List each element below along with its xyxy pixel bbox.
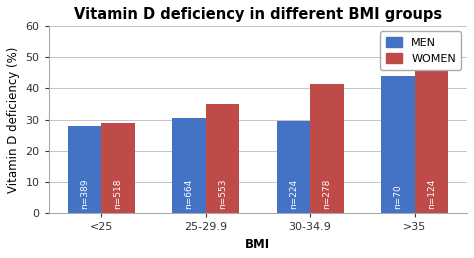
- Bar: [310, 84, 344, 213]
- Text: n=70: n=70: [393, 184, 402, 209]
- Text: n=224: n=224: [289, 179, 298, 209]
- Bar: [415, 37, 448, 213]
- Text: n=389: n=389: [80, 178, 89, 209]
- X-axis label: BMI: BMI: [245, 238, 270, 251]
- Title: Vitamin D deficiency in different BMI groups: Vitamin D deficiency in different BMI gr…: [74, 7, 442, 22]
- Bar: [68, 126, 101, 213]
- Bar: [206, 104, 239, 213]
- Bar: [101, 123, 135, 213]
- Text: n=518: n=518: [113, 178, 122, 209]
- Text: n=664: n=664: [184, 179, 193, 209]
- Text: n=278: n=278: [322, 179, 331, 209]
- Bar: [277, 121, 310, 213]
- Bar: [381, 76, 415, 213]
- Legend: MEN, WOMEN: MEN, WOMEN: [380, 31, 462, 70]
- Text: n=124: n=124: [427, 179, 436, 209]
- Bar: [172, 118, 206, 213]
- Y-axis label: Vitamin D deficiency (%): Vitamin D deficiency (%): [7, 46, 20, 193]
- Text: n=553: n=553: [218, 178, 227, 209]
